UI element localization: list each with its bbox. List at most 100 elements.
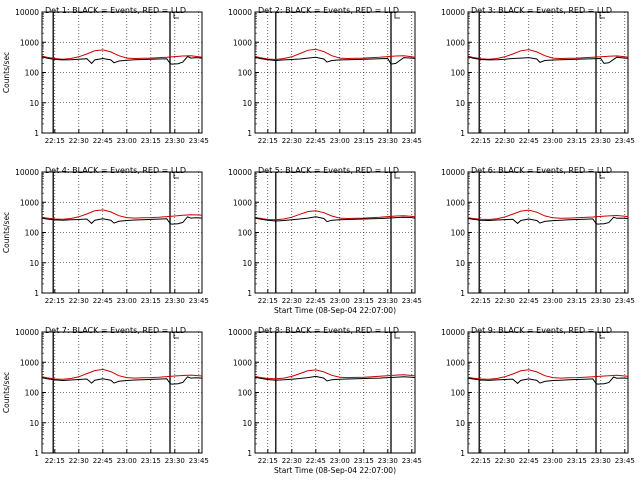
x-tick-label: 22:15 bbox=[258, 457, 278, 465]
y-tick-label: 100 bbox=[25, 389, 40, 398]
chart-title: Det 9: BLACK = Events, RED = LLD bbox=[471, 326, 612, 335]
chart-title: Det 2: BLACK = Events, RED = LLD bbox=[258, 6, 399, 15]
series-events-line bbox=[467, 56, 629, 64]
series-lld-line bbox=[41, 368, 203, 380]
series-lld-line bbox=[41, 49, 203, 60]
x-tick-label: 23:00 bbox=[117, 297, 137, 305]
x-tick-label: 23:00 bbox=[543, 457, 563, 465]
series-events-line bbox=[254, 375, 416, 382]
marker-bracket bbox=[599, 332, 605, 339]
y-tick-label: 100 bbox=[25, 69, 40, 78]
x-tick-label: 23:00 bbox=[543, 137, 563, 145]
x-tick-label: 23:15 bbox=[354, 297, 374, 305]
y-tick-label: 1000 bbox=[20, 38, 39, 47]
x-tick-label: 23:00 bbox=[117, 137, 137, 145]
x-tick-label: 22:15 bbox=[45, 457, 65, 465]
x-tick-label: 22:30 bbox=[495, 137, 515, 145]
y-tick-label: 100 bbox=[451, 389, 466, 398]
chart-title: Det 5: BLACK = Events, RED = LLD bbox=[258, 166, 399, 175]
x-tick-label: 22:15 bbox=[258, 297, 278, 305]
chart-title: Det 7: BLACK = Events, RED = LLD bbox=[45, 326, 186, 335]
x-tick-label: 23:00 bbox=[543, 297, 563, 305]
y-tick-label: 10 bbox=[29, 419, 39, 428]
series-events-line bbox=[254, 56, 416, 65]
y-tick-label: 100 bbox=[25, 229, 40, 238]
y-tick-label: 10000 bbox=[441, 168, 465, 177]
x-tick-label: 22:30 bbox=[69, 297, 89, 305]
x-tick-label: 22:45 bbox=[306, 137, 326, 145]
marker-bracket bbox=[394, 172, 400, 179]
x-tick-label: 23:30 bbox=[378, 137, 398, 145]
y-tick-label: 10 bbox=[242, 419, 252, 428]
marker-bracket bbox=[173, 332, 179, 339]
chart-title: Det 4: BLACK = Events, RED = LLD bbox=[45, 166, 186, 175]
y-tick-label: 10000 bbox=[228, 168, 252, 177]
y-tick-label: 1000 bbox=[446, 38, 465, 47]
y-tick-label: 1 bbox=[247, 289, 252, 298]
x-tick-label: 22:15 bbox=[471, 137, 491, 145]
chart-panel-5: 1 10 100 1000 10000 22:15 22:30 22:45 23:00 23:15… bbox=[228, 166, 422, 315]
x-tick-label: 23:45 bbox=[402, 457, 422, 465]
y-tick-label: 1 bbox=[460, 449, 465, 458]
x-tick-label: 23:15 bbox=[567, 137, 587, 145]
x-tick-label: 22:45 bbox=[519, 137, 539, 145]
chart-title: Det 6: BLACK = Events, RED = LLD bbox=[471, 166, 612, 175]
series-events-line bbox=[41, 216, 203, 225]
x-tick-label: 23:15 bbox=[354, 137, 374, 145]
x-tick-label: 22:30 bbox=[495, 297, 515, 305]
y-tick-label: 1000 bbox=[446, 198, 465, 207]
x-tick-label: 23:30 bbox=[378, 297, 398, 305]
y-tick-label: 1000 bbox=[446, 358, 465, 367]
series-lld-line bbox=[467, 49, 629, 60]
x-tick-label: 22:15 bbox=[45, 297, 65, 305]
x-tick-label: 22:30 bbox=[282, 137, 302, 145]
y-tick-label: 100 bbox=[451, 229, 466, 238]
marker-bracket bbox=[173, 172, 179, 179]
x-tick-label: 22:30 bbox=[495, 457, 515, 465]
chart-panel-6: 1 10 100 1000 10000 22:15 22:30 22:45 23:00 23:15… bbox=[441, 166, 635, 305]
y-axis-label: Counts/sec bbox=[2, 52, 11, 93]
y-tick-label: 100 bbox=[238, 389, 253, 398]
x-tick-label: 23:00 bbox=[117, 457, 137, 465]
y-tick-label: 10000 bbox=[441, 328, 465, 337]
series-lld-line bbox=[254, 48, 416, 61]
marker-bracket bbox=[599, 172, 605, 179]
x-tick-label: 23:45 bbox=[402, 297, 422, 305]
x-tick-label: 23:00 bbox=[330, 137, 350, 145]
x-tick-label: 23:15 bbox=[567, 297, 587, 305]
y-tick-label: 1 bbox=[460, 129, 465, 138]
x-tick-label: 23:45 bbox=[189, 137, 209, 145]
x-tick-label: 23:30 bbox=[591, 297, 611, 305]
y-tick-label: 10 bbox=[29, 259, 39, 268]
x-tick-label: 22:45 bbox=[93, 137, 113, 145]
y-tick-label: 1 bbox=[34, 449, 39, 458]
y-tick-label: 100 bbox=[451, 69, 466, 78]
series-lld-line bbox=[467, 209, 629, 221]
x-tick-label: 23:30 bbox=[165, 297, 185, 305]
x-tick-label: 23:30 bbox=[591, 137, 611, 145]
series-lld-line bbox=[41, 209, 203, 220]
y-tick-label: 1000 bbox=[20, 198, 39, 207]
y-tick-label: 1 bbox=[34, 289, 39, 298]
x-tick-label: 23:15 bbox=[141, 297, 161, 305]
y-tick-label: 10 bbox=[455, 419, 465, 428]
chart-panel-2: 1 10 100 1000 10000 22:15 22:30 22:45 23:00 23:15… bbox=[228, 6, 422, 145]
x-tick-label: 22:45 bbox=[93, 297, 113, 305]
y-tick-label: 10000 bbox=[228, 328, 252, 337]
x-axis-label: Start Time (08-Sep-04 22:07:00) bbox=[274, 306, 396, 315]
marker-bracket bbox=[394, 12, 400, 19]
y-tick-label: 1000 bbox=[20, 358, 39, 367]
x-tick-label: 22:45 bbox=[519, 297, 539, 305]
y-tick-label: 10000 bbox=[15, 8, 39, 17]
x-tick-label: 22:30 bbox=[282, 457, 302, 465]
y-tick-label: 1 bbox=[247, 449, 252, 458]
y-tick-label: 10 bbox=[455, 99, 465, 108]
x-tick-label: 23:15 bbox=[567, 457, 587, 465]
x-tick-label: 23:30 bbox=[165, 137, 185, 145]
y-tick-label: 10 bbox=[242, 99, 252, 108]
x-tick-label: 22:15 bbox=[471, 457, 491, 465]
y-tick-label: 1 bbox=[34, 129, 39, 138]
x-tick-label: 23:15 bbox=[141, 137, 161, 145]
series-events-line bbox=[41, 55, 203, 65]
